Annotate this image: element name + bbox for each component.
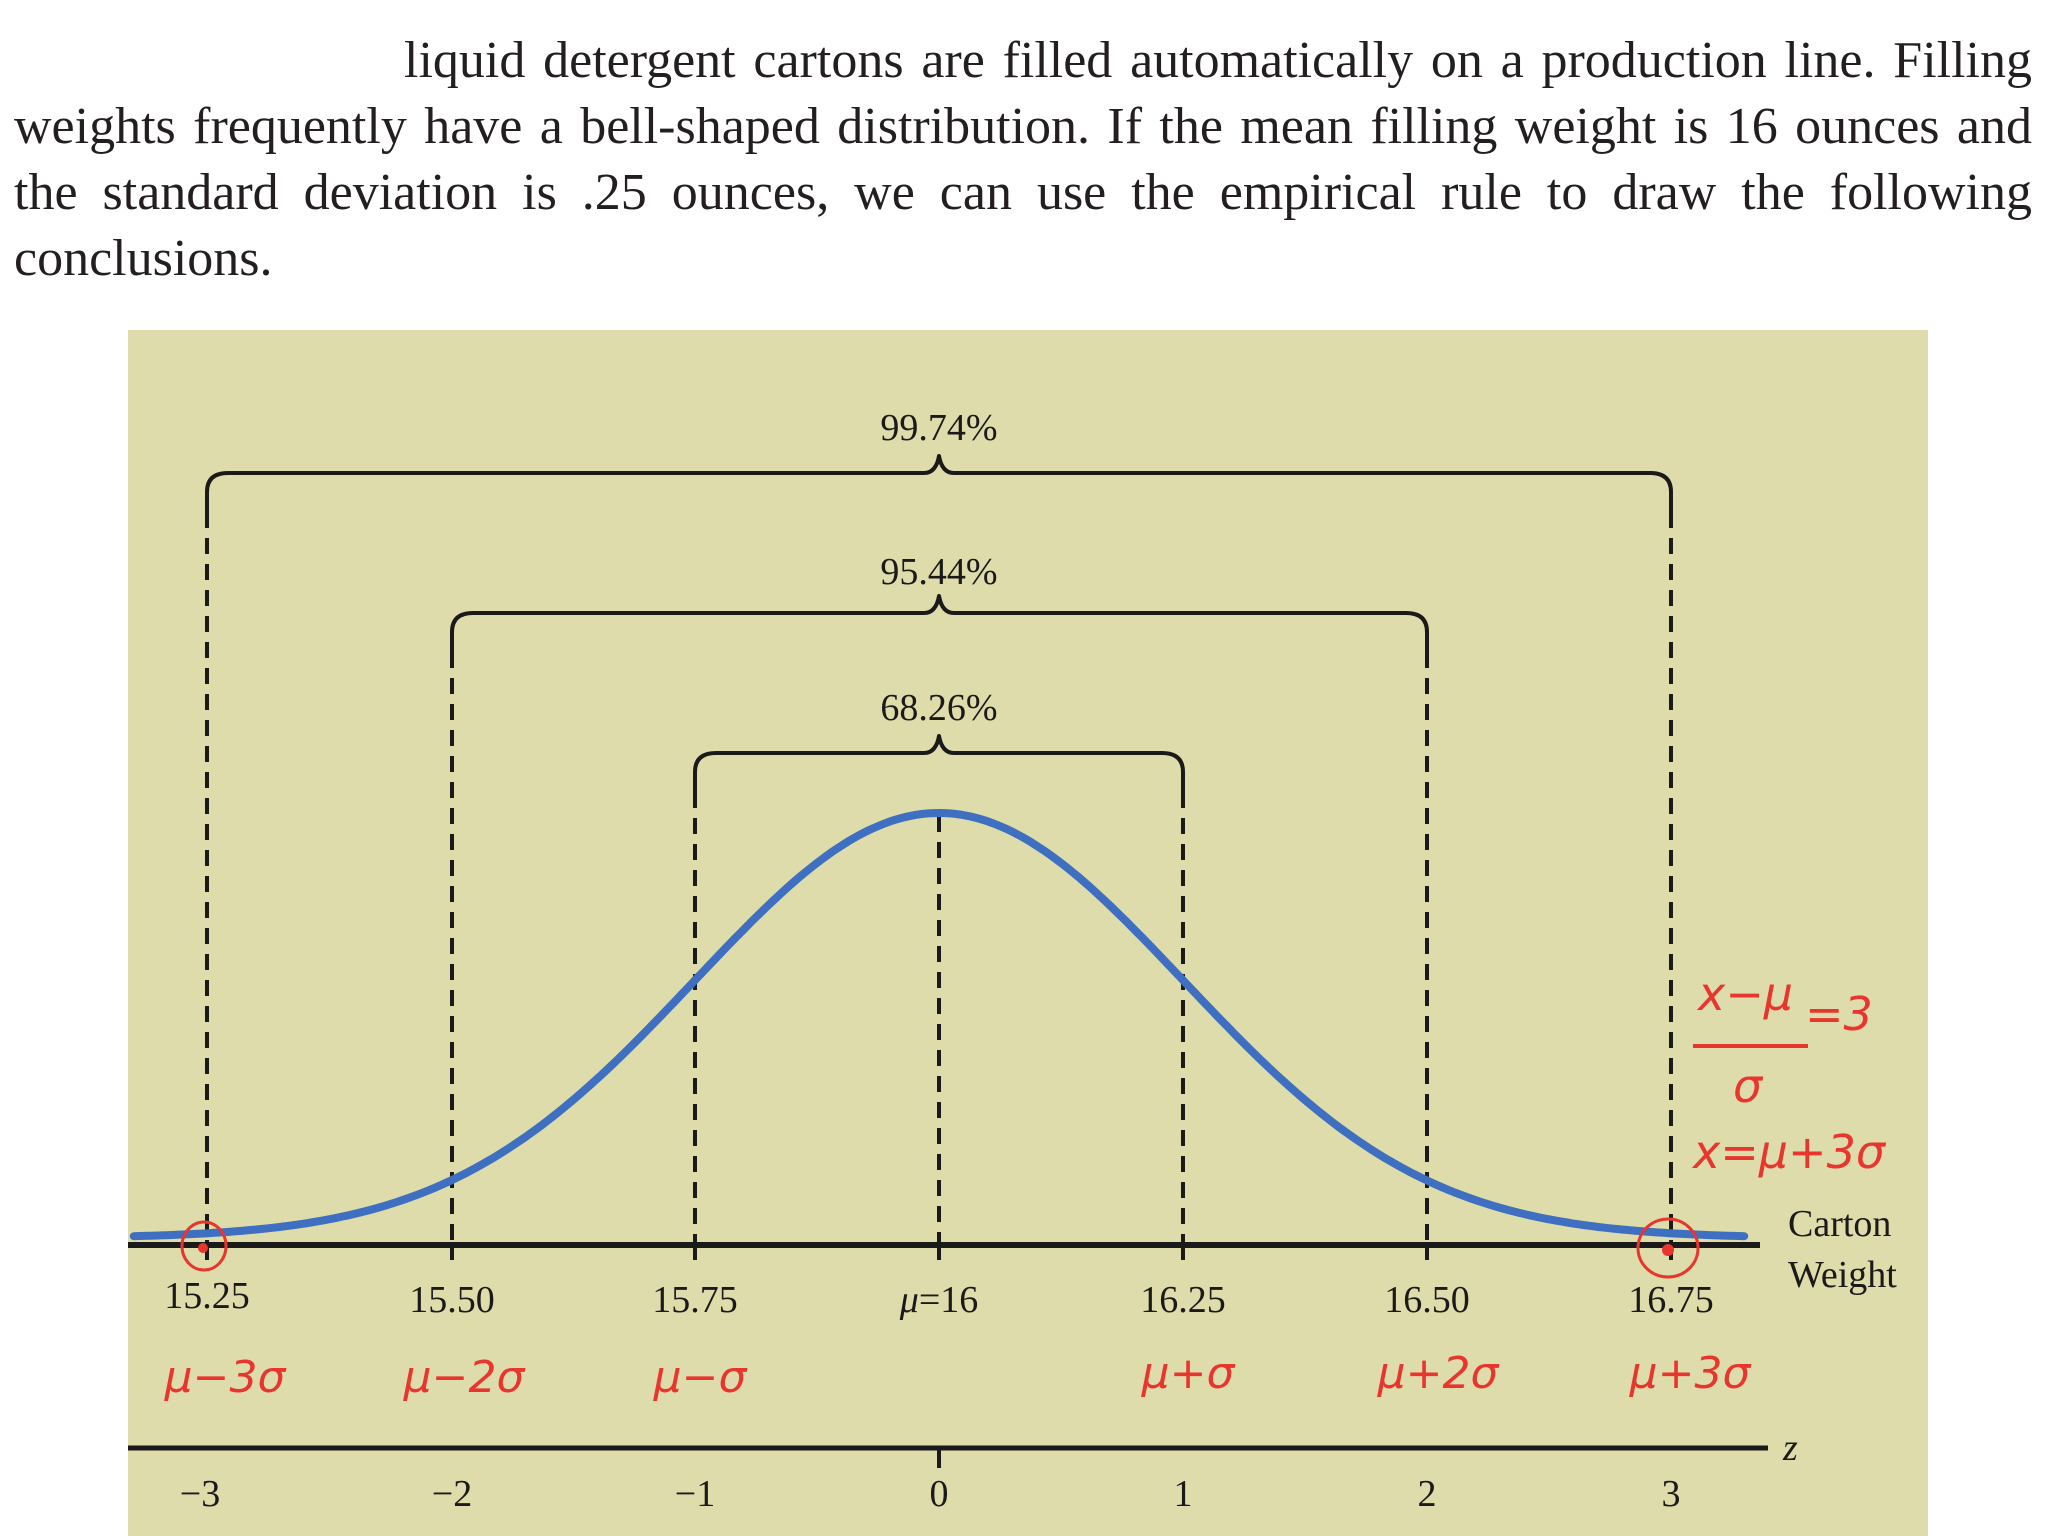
z-tick-label: −1 bbox=[675, 1473, 715, 1515]
bracket-99-74 bbox=[205, 454, 1673, 512]
empirical-rule-figure: 99.74% 95.44% 68.26% 15.25 15.50 15.75 1… bbox=[128, 330, 1928, 1536]
weight-tick-label: 16.50 bbox=[1384, 1279, 1470, 1321]
z-tick-label: 3 bbox=[1662, 1473, 1681, 1515]
bracket-label-68-26: 68.26% bbox=[880, 687, 997, 729]
bracket-95-44 bbox=[450, 594, 1429, 652]
z-tick-label: 2 bbox=[1418, 1473, 1437, 1515]
mean-tick-label: μ=16 bbox=[899, 1279, 979, 1321]
z-tick-label: 1 bbox=[1174, 1473, 1193, 1515]
circle-marker-left bbox=[180, 1220, 228, 1272]
intro-paragraph: liquid detergent cartons are filled auto… bbox=[14, 32, 2032, 287]
z-tick-label: −2 bbox=[432, 1473, 472, 1515]
bell-curve bbox=[129, 808, 1749, 1241]
annotation-mu-minus-3sigma: μ−3σ bbox=[164, 1352, 287, 1403]
range-brackets bbox=[205, 454, 1673, 792]
annotation-mu-minus-2sigma: μ−2σ bbox=[403, 1352, 526, 1403]
formula-equals-3: =3 bbox=[1805, 987, 1873, 1041]
weight-tick-label: 16.75 bbox=[1628, 1279, 1714, 1321]
bracket-68-26 bbox=[693, 734, 1185, 792]
z-axis-label: z bbox=[1782, 1427, 1798, 1469]
formula-result: x=μ+3σ bbox=[1691, 1125, 1887, 1179]
annotation-mu-plus-3sigma: μ+3σ bbox=[1629, 1348, 1752, 1399]
mean-value: =16 bbox=[919, 1279, 978, 1321]
z-tick-label: −3 bbox=[180, 1473, 220, 1515]
weight-tick-label: 15.25 bbox=[164, 1275, 250, 1317]
bracket-label-95-44: 95.44% bbox=[880, 551, 997, 593]
bracket-label-99-74: 99.74% bbox=[880, 407, 997, 449]
dot-marker-right bbox=[1662, 1244, 1674, 1256]
annotation-mu-plus-sigma: μ+σ bbox=[1141, 1348, 1236, 1399]
formula-denominator: σ bbox=[1733, 1059, 1764, 1113]
annotation-mu-minus-sigma: μ−σ bbox=[653, 1352, 748, 1403]
weight-axis-title-line2: Weight bbox=[1788, 1254, 1897, 1296]
circle-marker-right bbox=[1636, 1217, 1700, 1279]
z-tick-label: 0 bbox=[930, 1473, 949, 1515]
dot-marker-left bbox=[198, 1243, 208, 1253]
figure-canvas: 99.74% 95.44% 68.26% 15.25 15.50 15.75 1… bbox=[128, 407, 1897, 1515]
weight-tick-label: 15.50 bbox=[409, 1279, 495, 1321]
annotation-mu-plus-2sigma: μ+2σ bbox=[1377, 1348, 1500, 1399]
weight-axis-title-line1: Carton bbox=[1788, 1203, 1891, 1245]
mu-symbol: μ bbox=[899, 1279, 919, 1321]
sigma-guide-lines bbox=[205, 512, 1673, 1245]
formula-numerator: x−μ bbox=[1696, 967, 1793, 1021]
weight-tick-label: 16.25 bbox=[1140, 1279, 1226, 1321]
handwritten-annotations: μ−3σ μ−2σ μ−σ μ+σ μ+2σ μ+3σ x−μ =3 σ x=μ… bbox=[164, 967, 1887, 1403]
weight-tick-label: 15.75 bbox=[652, 1279, 738, 1321]
